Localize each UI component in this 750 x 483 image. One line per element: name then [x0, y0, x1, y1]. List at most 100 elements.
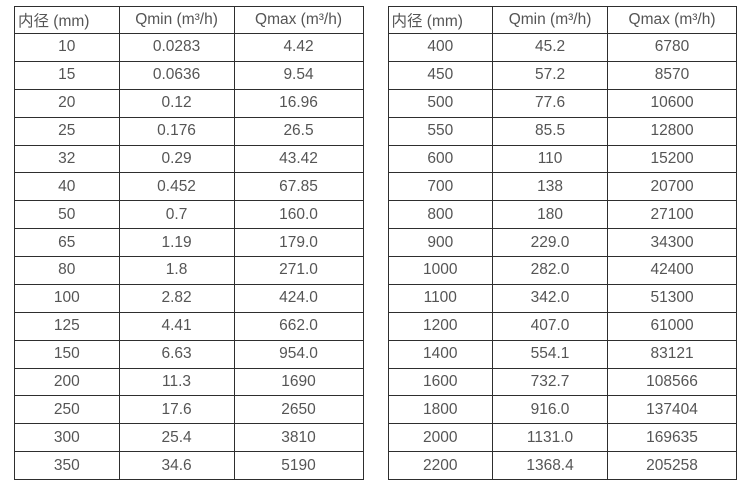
table-cell: 179.0: [233, 228, 364, 257]
table-row: 125 4.41 662.0: [14, 311, 364, 341]
table-row: 1200 407.0 61000: [387, 311, 737, 341]
header-cell: Qmin (m³/h): [492, 6, 609, 34]
table-cell: 25.4: [118, 423, 235, 453]
table-cell: 5190: [233, 451, 364, 480]
table-cell: 229.0: [492, 228, 609, 257]
table-row: 32 0.29 43.42: [14, 144, 364, 174]
table-cell: 57.2: [492, 60, 609, 90]
table-cell: 1.8: [118, 256, 235, 285]
flow-table-large-diameters: 内径 (mm) Qmin (m³/h) Qmax (m³/h) 400 45.2 6780…: [387, 6, 738, 480]
table-cell: 550: [387, 116, 494, 146]
table-cell: 137404: [607, 395, 737, 425]
table-cell: 0.7: [118, 200, 235, 230]
table-cell: 110: [492, 144, 609, 174]
header-cell: 内径 (mm): [387, 6, 494, 34]
table-cell: 0.0283: [118, 33, 235, 62]
table-cell: 26.5: [233, 116, 364, 146]
table-cell: 9.54: [233, 60, 364, 90]
header-row: 内径 (mm) Qmin (m³/h) Qmax (m³/h): [387, 6, 737, 34]
table-cell: 300: [14, 423, 120, 453]
table-cell: 4.41: [118, 311, 235, 341]
table-cell: 67.85: [233, 172, 364, 202]
table-cell: 700: [387, 172, 494, 202]
table-cell: 0.29: [118, 144, 235, 174]
header-cell: Qmax (m³/h): [233, 6, 364, 34]
table-row: 65 1.19 179.0: [14, 228, 364, 257]
table-cell: 65: [14, 228, 120, 257]
table-cell: 8570: [607, 60, 737, 90]
table-cell: 10600: [607, 88, 737, 118]
table-cell: 10: [14, 33, 120, 62]
table-cell: 662.0: [233, 311, 364, 341]
table-cell: 150: [14, 339, 120, 369]
table-cell: 2000: [387, 423, 494, 453]
table-cell: 271.0: [233, 256, 364, 285]
table-cell: 1368.4: [492, 451, 609, 480]
table-row: 2000 1131.0 169635: [387, 423, 737, 453]
table-cell: 732.7: [492, 367, 609, 397]
table-cell: 125: [14, 311, 120, 341]
table-cell: 51300: [607, 283, 737, 313]
table-cell: 282.0: [492, 256, 609, 285]
table-cell: 180: [492, 200, 609, 230]
header-cell: 内径 (mm): [14, 6, 120, 34]
table-cell: 1100: [387, 283, 494, 313]
table-row: 40 0.452 67.85: [14, 172, 364, 202]
table-cell: 6.63: [118, 339, 235, 369]
table-cell: 0.452: [118, 172, 235, 202]
table-row: 25 0.176 26.5: [14, 116, 364, 146]
table-cell: 15: [14, 60, 120, 90]
table-row: 1000 282.0 42400: [387, 256, 737, 285]
table-cell: 138: [492, 172, 609, 202]
table-cell: 342.0: [492, 283, 609, 313]
table-cell: 916.0: [492, 395, 609, 425]
table-cell: 554.1: [492, 339, 609, 369]
table-cell: 83121: [607, 339, 737, 369]
table-cell: 800: [387, 200, 494, 230]
table-cell: 900: [387, 228, 494, 257]
table-cell: 205258: [607, 451, 737, 480]
table-cell: 32: [14, 144, 120, 174]
table-row: 20 0.12 16.96: [14, 88, 364, 118]
table-cell: 1600: [387, 367, 494, 397]
table-cell: 2650: [233, 395, 364, 425]
table-cell: 169635: [607, 423, 737, 453]
table-row: 400 45.2 6780: [387, 33, 737, 62]
table-row: 15 0.0636 9.54: [14, 60, 364, 90]
table-row: 600 110 15200: [387, 144, 737, 174]
table-cell: 400: [387, 33, 494, 62]
table-row: 200 11.3 1690: [14, 367, 364, 397]
table-cell: 500: [387, 88, 494, 118]
header-cell: Qmax (m³/h): [607, 6, 737, 34]
table-cell: 100: [14, 283, 120, 313]
table-cell: 25: [14, 116, 120, 146]
table-cell: 200: [14, 367, 120, 397]
table-cell: 15200: [607, 144, 737, 174]
table-cell: 108566: [607, 367, 737, 397]
table-row: 300 25.4 3810: [14, 423, 364, 453]
table-cell: 61000: [607, 311, 737, 341]
table-cell: 12800: [607, 116, 737, 146]
table-row: 80 1.8 271.0: [14, 256, 364, 285]
header-cell: Qmin (m³/h): [118, 6, 235, 34]
table-cell: 43.42: [233, 144, 364, 174]
table-cell: 424.0: [233, 283, 364, 313]
table-cell: 600: [387, 144, 494, 174]
table-row: 500 77.6 10600: [387, 88, 737, 118]
table-cell: 2200: [387, 451, 494, 480]
table-row: 250 17.6 2650: [14, 395, 364, 425]
table-row: 100 2.82 424.0: [14, 283, 364, 313]
table-cell: 1690: [233, 367, 364, 397]
table-row: 900 229.0 34300: [387, 228, 737, 257]
table-row: 50 0.7 160.0: [14, 200, 364, 230]
table-cell: 85.5: [492, 116, 609, 146]
table-row: 350 34.6 5190: [14, 451, 364, 480]
table-cell: 2.82: [118, 283, 235, 313]
table-row: 450 57.2 8570: [387, 60, 737, 90]
table-row: 2200 1368.4 205258: [387, 451, 737, 480]
table-cell: 20: [14, 88, 120, 118]
table-cell: 40: [14, 172, 120, 202]
table-cell: 77.6: [492, 88, 609, 118]
table-cell: 80: [14, 256, 120, 285]
table-cell: 1200: [387, 311, 494, 341]
